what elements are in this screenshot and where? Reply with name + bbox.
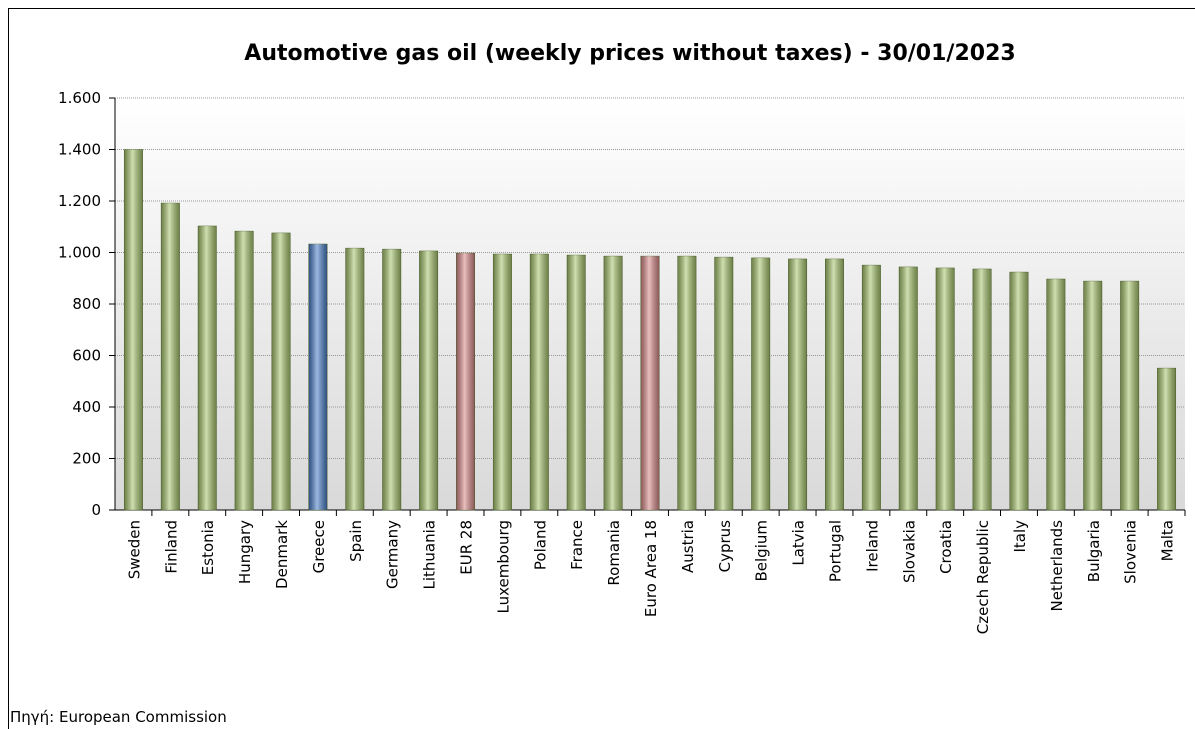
x-tick-label: Luxembourg	[494, 520, 512, 614]
bar	[1009, 271, 1029, 511]
x-tick-label: Slovakia	[900, 520, 918, 583]
bar	[640, 255, 660, 511]
x-tick-label: Poland	[531, 520, 549, 570]
bar	[492, 253, 512, 511]
bar	[972, 268, 992, 511]
bar	[603, 255, 623, 511]
bar	[898, 266, 918, 511]
x-tick-label: Croatia	[937, 520, 955, 574]
bar	[456, 252, 475, 511]
x-tick-label: Euro Area 18	[642, 520, 660, 617]
x-tick-label: Germany	[384, 520, 402, 589]
bar	[271, 232, 291, 511]
x-tick-label: Netherlands	[1048, 520, 1066, 612]
y-tick-label: 400	[72, 398, 101, 416]
x-tick-label: Slovenia	[1122, 520, 1140, 584]
bar	[935, 267, 955, 511]
x-tick-label: Lithuania	[421, 520, 439, 589]
x-tick-label: Denmark	[273, 520, 291, 589]
source-note: Πηγή: European Commission	[10, 708, 227, 726]
bar	[788, 258, 808, 511]
x-tick-label: Malta	[1159, 520, 1177, 561]
bar	[419, 250, 439, 511]
chart-title: Automotive gas oil (weekly prices withou…	[244, 41, 1015, 66]
x-tick-label: Ireland	[863, 520, 881, 572]
y-tick-label: 1.400	[58, 141, 101, 159]
y-tick-label: 1.000	[58, 244, 101, 262]
x-tick-label: Greece	[310, 520, 328, 573]
bar	[160, 202, 180, 511]
y-tick-label: 0	[91, 501, 101, 519]
x-tick-label: EUR 28	[458, 520, 476, 575]
bar	[1120, 280, 1140, 511]
bar	[825, 258, 844, 511]
bar	[861, 264, 881, 511]
x-tick-label: Belgium	[753, 520, 771, 582]
x-tick-label: Finland	[162, 520, 180, 574]
x-tick-label: Hungary	[236, 520, 254, 584]
x-tick-label: Spain	[347, 520, 365, 562]
y-tick-label: 1.600	[58, 89, 101, 107]
x-tick-label: Romania	[605, 520, 623, 586]
bar	[566, 254, 586, 511]
x-tick-label: Bulgaria	[1085, 520, 1103, 582]
bar	[123, 149, 143, 511]
bar	[382, 248, 402, 511]
bar	[529, 253, 549, 511]
bar	[1046, 278, 1066, 511]
bar	[714, 256, 734, 511]
x-tick-label: France	[568, 520, 586, 570]
x-tick-label: Italy	[1011, 520, 1029, 553]
bar	[1083, 280, 1103, 511]
bar	[751, 257, 771, 511]
bar	[677, 255, 697, 511]
bar	[308, 243, 328, 511]
x-tick-label: Cyprus	[716, 520, 734, 573]
bar	[1157, 367, 1177, 511]
y-tick-label: 600	[72, 347, 101, 365]
bar	[197, 225, 217, 511]
x-tick-label: Latvia	[790, 520, 808, 566]
bar	[345, 247, 365, 511]
y-tick-label: 800	[72, 295, 101, 313]
x-tick-label: Portugal	[826, 520, 844, 582]
x-tick-label: Austria	[679, 520, 697, 573]
bar	[234, 230, 254, 511]
x-tick-label: Sweden	[125, 520, 143, 579]
x-tick-label: Czech Republic	[974, 520, 992, 634]
x-tick-label: Estonia	[199, 520, 217, 575]
y-tick-label: 200	[72, 450, 101, 468]
y-tick-label: 1.200	[58, 192, 101, 210]
